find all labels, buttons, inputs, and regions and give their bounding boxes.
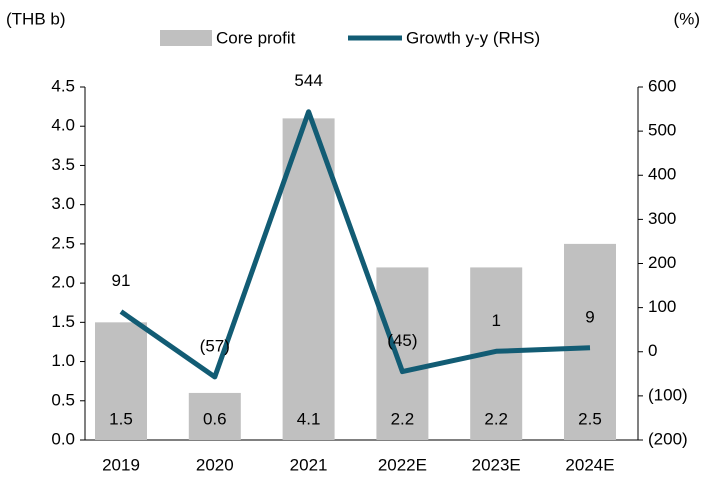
y2-tick-label: 600 — [648, 76, 676, 95]
line-value-label: (57) — [200, 336, 230, 355]
legend-label: Core profit — [216, 28, 296, 47]
legend-label: Growth y-y (RHS) — [406, 28, 540, 47]
bar — [282, 118, 335, 440]
y2-tick-label: (100) — [648, 385, 688, 404]
bar — [95, 322, 147, 440]
y-tick-label: 0.5 — [51, 390, 75, 409]
y-tick-label: 2.0 — [51, 273, 75, 292]
y-tick-label: 2.5 — [51, 233, 75, 252]
bar — [564, 243, 616, 440]
y2-tick-label: 0 — [648, 341, 657, 360]
y-tick-label: 1.0 — [51, 351, 75, 370]
bar-value-label: 0.6 — [203, 409, 227, 428]
y-tick-label: 0.0 — [51, 429, 75, 448]
bar-value-label: 2.2 — [391, 409, 415, 428]
bar-value-label: 2.2 — [484, 409, 508, 428]
line-value-label: 1 — [491, 311, 500, 330]
x-tick-label: 2024E — [565, 455, 614, 474]
y2-tick-label: 500 — [648, 121, 676, 140]
line-value-label: (45) — [387, 331, 417, 350]
bar — [188, 392, 241, 440]
x-tick-label: 2019 — [102, 455, 140, 474]
bar-value-label: 2.5 — [578, 409, 602, 428]
x-tick-label: 2023E — [472, 455, 521, 474]
y-tick-label: 3.0 — [51, 194, 75, 213]
bar — [376, 267, 429, 440]
line-value-label: 91 — [112, 271, 131, 290]
line-value-label: 544 — [294, 71, 322, 90]
y2-tick-label: 400 — [648, 165, 676, 184]
y2-tick-label: 200 — [648, 253, 676, 272]
y2-axis-label: (%) — [674, 9, 700, 28]
y-tick-label: 3.5 — [51, 155, 75, 174]
legend-swatch-bar — [160, 30, 212, 46]
y-axis-label: (THB b) — [6, 9, 66, 28]
bar-value-label: 4.1 — [297, 409, 321, 428]
growth-line — [119, 109, 591, 380]
x-tick-label: 2020 — [196, 455, 234, 474]
bar-value-label: 1.5 — [109, 409, 133, 428]
y2-tick-label: (200) — [648, 429, 688, 448]
y-tick-label: 1.5 — [51, 312, 75, 331]
y-tick-label: 4.0 — [51, 116, 75, 135]
x-tick-label: 2021 — [290, 455, 328, 474]
x-tick-label: 2022E — [378, 455, 427, 474]
line-value-label: 9 — [585, 307, 594, 326]
y-tick-label: 4.5 — [51, 76, 75, 95]
y2-tick-label: 100 — [648, 297, 676, 316]
y2-tick-label: 300 — [648, 209, 676, 228]
